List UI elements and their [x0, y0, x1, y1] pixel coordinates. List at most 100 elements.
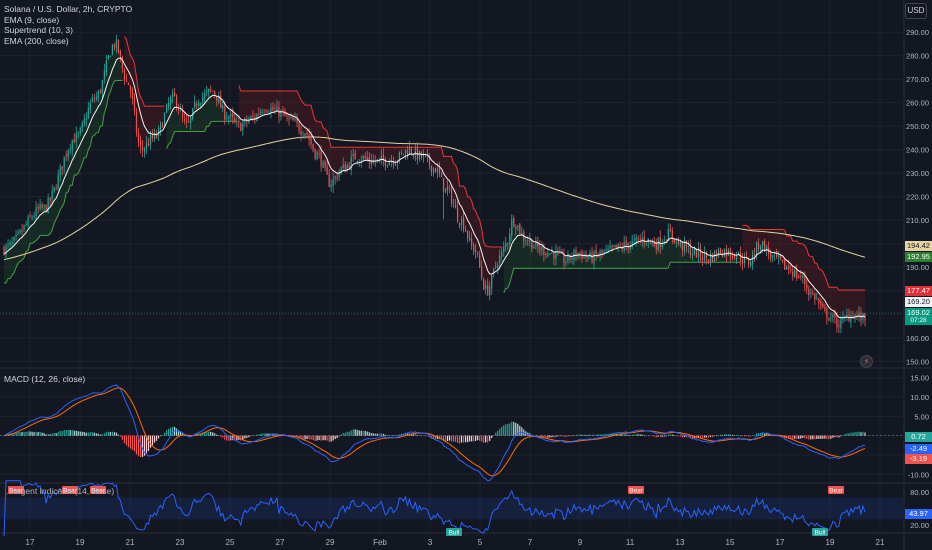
bear-label: Bear	[629, 487, 644, 494]
legend-supertrend[interactable]: Supertrend (10, 3)	[4, 25, 73, 35]
macd-hist-bar	[33, 432, 35, 436]
macd-hist-bar	[659, 435, 661, 438]
legend-ema9[interactable]: EMA (9, close)	[4, 14, 60, 25]
candle-body	[324, 161, 326, 168]
alert-icon[interactable]: ⚡	[860, 355, 873, 368]
candle-body	[182, 110, 184, 118]
macd-hist-bar	[475, 435, 477, 441]
candle-body	[806, 284, 808, 289]
candle-body	[332, 179, 334, 187]
macd-hist-bar	[812, 435, 814, 440]
candle-body	[635, 237, 637, 241]
macd-hist-bar	[446, 435, 449, 442]
macd-hist-bar	[499, 428, 501, 436]
candle-body	[83, 118, 85, 124]
candle-body	[842, 317, 844, 320]
macd-hist-bar	[236, 435, 238, 441]
macd-hist-bar	[772, 435, 774, 437]
candle-body	[143, 149, 146, 152]
candle-body	[380, 155, 382, 160]
indicator-title[interactable]: ...ergent Indicator (14, close)	[6, 486, 115, 496]
candle-body	[268, 112, 270, 114]
candle-body	[356, 161, 358, 162]
candle-body	[107, 55, 109, 59]
macd-hist-bar	[495, 432, 497, 436]
bear-label-bg	[828, 486, 844, 494]
candle-body	[467, 230, 469, 239]
macd-hist-bar	[87, 432, 89, 436]
candle-body	[808, 289, 810, 295]
candle-body	[354, 153, 356, 160]
candle-body	[336, 177, 338, 179]
macd-hist-bar	[384, 434, 386, 436]
candle-body	[334, 176, 336, 179]
candle-body	[643, 236, 645, 243]
macd-hist-bar	[77, 431, 79, 436]
macd-hist-bar	[611, 433, 613, 436]
macd-hist-bar	[719, 434, 722, 436]
macd-hist-bar	[376, 433, 378, 436]
candle-body	[491, 274, 493, 289]
macd-hist-bar	[597, 434, 599, 436]
bear-label: Bear	[91, 487, 106, 494]
candle-body	[422, 154, 425, 157]
candle-body	[43, 204, 45, 207]
candle-body	[175, 95, 178, 108]
candle-body	[551, 252, 553, 254]
macd-hist-bar	[796, 435, 798, 440]
candle-body	[511, 218, 513, 236]
macd-hist-bar	[41, 432, 43, 436]
currency-button[interactable]: USD	[905, 3, 927, 19]
macd-signal-line	[3, 387, 866, 477]
candle-body	[97, 91, 99, 99]
candle-body	[137, 132, 140, 143]
macd-hist-bar	[721, 434, 724, 436]
candle-body	[661, 243, 663, 248]
candle-body	[770, 253, 772, 259]
candle-body	[856, 315, 858, 317]
candle-body	[575, 249, 577, 257]
macd-hist-bar	[792, 435, 794, 440]
price-tag-ema200: 194.42	[905, 241, 932, 251]
macd-hist-bar	[27, 431, 29, 436]
macd-hist-bar	[157, 435, 160, 439]
macd-title[interactable]: MACD (12, 26, close)	[4, 374, 86, 384]
candle-body	[715, 251, 718, 257]
candle-body	[141, 146, 144, 150]
price-tag-supertrend-up: 192.95	[905, 252, 932, 262]
candle-body	[180, 110, 182, 112]
candle-body	[695, 248, 698, 258]
macd-hist-bar	[539, 435, 541, 437]
candle-body	[350, 156, 352, 171]
candle-body	[228, 116, 230, 119]
candle-body	[760, 247, 762, 250]
candle-body	[824, 306, 826, 311]
macd-hist-bar	[49, 434, 51, 436]
macd-hist-bar	[270, 433, 272, 436]
candle-body	[51, 190, 53, 200]
candle-body	[681, 242, 683, 250]
macd-hist-bar	[392, 435, 394, 436]
macd-hist-bar	[745, 435, 748, 437]
legend-ema200[interactable]: EMA (200, close)	[4, 35, 69, 46]
symbol-title[interactable]: Solana / U.S. Dollar, 2h, CRYPTO	[4, 4, 133, 14]
candle-body	[784, 259, 786, 270]
candle-body	[105, 60, 107, 72]
macd-hist-bar	[818, 435, 820, 439]
candle-body	[834, 313, 836, 318]
macd-hist-bar	[117, 434, 119, 436]
macd-hist-bar	[190, 435, 192, 437]
candle-body	[288, 118, 290, 119]
macd-hist-bar	[115, 432, 117, 436]
indicator-tick-label: 20.00	[910, 521, 929, 530]
candle-body	[9, 242, 11, 246]
macd-hist-bar	[673, 435, 675, 436]
candle-body	[493, 268, 495, 275]
candle-body	[691, 254, 693, 256]
macd-hist-bar	[129, 435, 132, 449]
macd-hist-bar	[645, 435, 647, 437]
indicator-band	[0, 497, 903, 520]
candle-body	[563, 253, 565, 264]
macd-hist-bar	[57, 432, 59, 436]
